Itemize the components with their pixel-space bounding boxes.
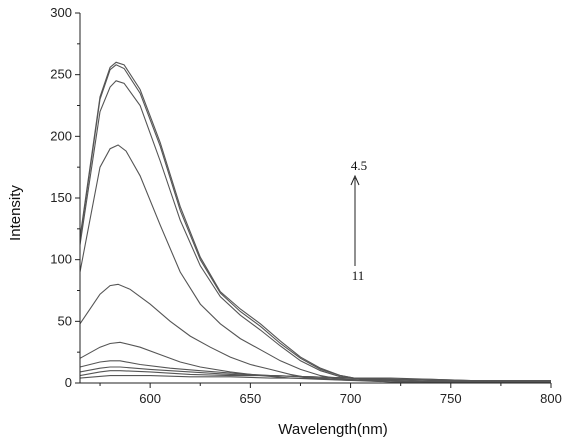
x-axis-title: Wavelength(nm) xyxy=(278,421,387,438)
series-line-3 xyxy=(79,80,551,383)
y-tick-label: 250 xyxy=(50,67,72,82)
y-tick-label: 100 xyxy=(50,252,72,267)
series-line-4 xyxy=(79,144,551,383)
y-tick-label: 150 xyxy=(50,190,72,205)
series-line-1 xyxy=(79,61,551,383)
x-tick-label: 600 xyxy=(139,391,161,406)
annotation-top-label: 4.5 xyxy=(351,158,367,173)
y-tick-label: 300 xyxy=(50,5,72,20)
x-tick-label: 650 xyxy=(240,391,262,406)
annotation-arrow xyxy=(350,174,360,266)
annotation-bottom-label: 11 xyxy=(352,268,365,283)
x-tick-label: 700 xyxy=(340,391,362,406)
y-tick-label: 200 xyxy=(50,128,72,143)
x-tick-label: 800 xyxy=(540,391,562,406)
y-tick-label: 0 xyxy=(65,375,72,390)
series-line-10 xyxy=(79,375,551,382)
annotation-arrow-head xyxy=(350,174,360,186)
plot-area xyxy=(79,61,551,383)
axes: 0 50 100 150 200 250 300 600 650 700 750 800 xyxy=(50,5,562,406)
series-line-2 xyxy=(79,64,551,383)
x-tick-label: 750 xyxy=(440,391,462,406)
y-axis-title: Intensity xyxy=(7,185,24,241)
y-tick-label: 50 xyxy=(58,313,72,328)
